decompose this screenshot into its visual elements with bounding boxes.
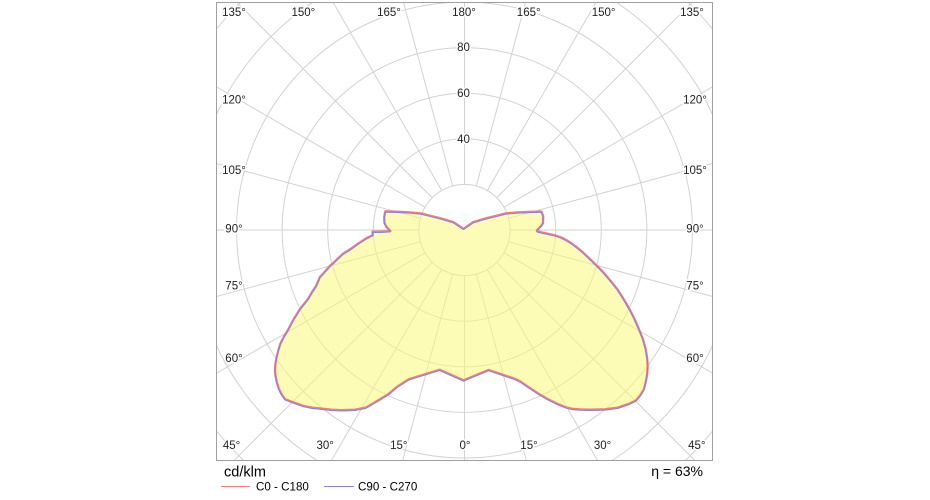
- svg-text:75°: 75°: [225, 280, 242, 292]
- svg-text:150°: 150°: [592, 7, 616, 19]
- svg-text:C0 - C180: C0 - C180: [256, 481, 309, 494]
- svg-text:90°: 90°: [225, 224, 242, 236]
- svg-text:105°: 105°: [683, 165, 707, 177]
- svg-text:80: 80: [457, 42, 470, 54]
- svg-text:30°: 30°: [594, 440, 611, 452]
- svg-text:165°: 165°: [377, 7, 401, 19]
- svg-text:150°: 150°: [292, 7, 316, 19]
- svg-text:cd/klm: cd/klm: [224, 465, 266, 481]
- svg-text:60: 60: [457, 88, 470, 100]
- svg-text:75°: 75°: [686, 280, 703, 292]
- svg-text:90°: 90°: [686, 224, 703, 236]
- svg-text:120°: 120°: [683, 95, 707, 107]
- svg-text:135°: 135°: [680, 7, 704, 19]
- svg-text:40: 40: [457, 134, 470, 146]
- svg-text:30°: 30°: [317, 440, 334, 452]
- svg-text:165°: 165°: [517, 7, 541, 19]
- svg-text:C90 - C270: C90 - C270: [358, 481, 417, 494]
- svg-text:120°: 120°: [222, 95, 246, 107]
- svg-text:60°: 60°: [225, 353, 242, 365]
- svg-text:135°: 135°: [222, 7, 246, 19]
- svg-text:60°: 60°: [686, 353, 703, 365]
- svg-text:45°: 45°: [223, 440, 240, 452]
- svg-text:45°: 45°: [688, 440, 705, 452]
- svg-text:η = 63%: η = 63%: [651, 463, 703, 479]
- svg-text:0°: 0°: [460, 440, 471, 452]
- svg-text:15°: 15°: [390, 440, 407, 452]
- svg-text:15°: 15°: [520, 440, 537, 452]
- svg-text:180°: 180°: [452, 7, 476, 19]
- svg-text:105°: 105°: [222, 165, 246, 177]
